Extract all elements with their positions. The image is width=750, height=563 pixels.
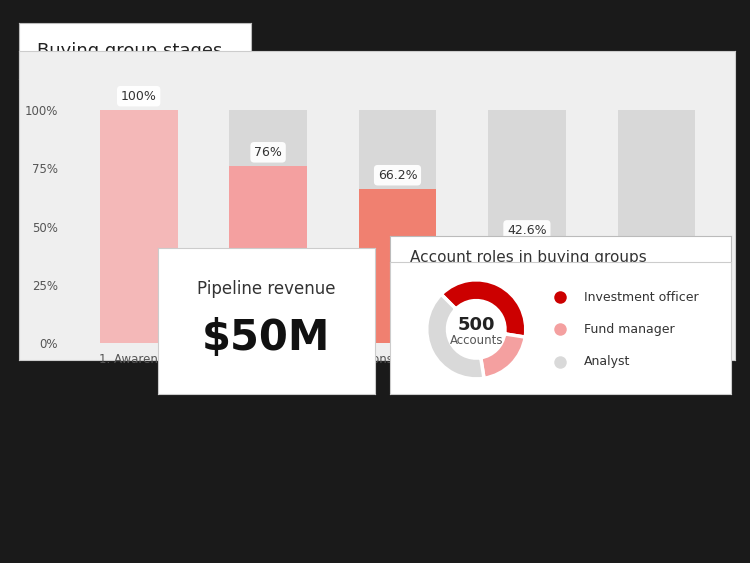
Wedge shape bbox=[481, 334, 525, 378]
Text: Buying group stages: Buying group stages bbox=[38, 42, 223, 60]
Text: 500: 500 bbox=[458, 316, 495, 334]
Text: 42.6%: 42.6% bbox=[507, 224, 547, 237]
Bar bbox=[617, 294, 695, 343]
Text: 21.3%: 21.3% bbox=[637, 274, 676, 287]
Text: Investment officer: Investment officer bbox=[584, 291, 698, 303]
Text: Analyst: Analyst bbox=[584, 355, 630, 368]
Text: 66.2%: 66.2% bbox=[378, 169, 417, 182]
Text: Pipeline revenue: Pipeline revenue bbox=[197, 280, 335, 298]
Text: 76%: 76% bbox=[254, 146, 282, 159]
Bar bbox=[230, 110, 307, 343]
Bar bbox=[617, 110, 695, 343]
Bar bbox=[358, 110, 436, 343]
Bar bbox=[488, 110, 566, 343]
Bar bbox=[488, 244, 566, 343]
Text: Accounts: Accounts bbox=[449, 334, 503, 347]
Text: $50M: $50M bbox=[202, 318, 331, 360]
Text: Account roles in buying groups: Account roles in buying groups bbox=[410, 250, 647, 265]
Wedge shape bbox=[427, 294, 484, 379]
Text: 100%: 100% bbox=[121, 90, 157, 102]
Bar bbox=[358, 189, 436, 343]
Wedge shape bbox=[441, 280, 526, 337]
Bar bbox=[100, 110, 178, 343]
Bar bbox=[100, 110, 178, 343]
Bar bbox=[230, 166, 307, 343]
Text: Fund manager: Fund manager bbox=[584, 323, 674, 336]
